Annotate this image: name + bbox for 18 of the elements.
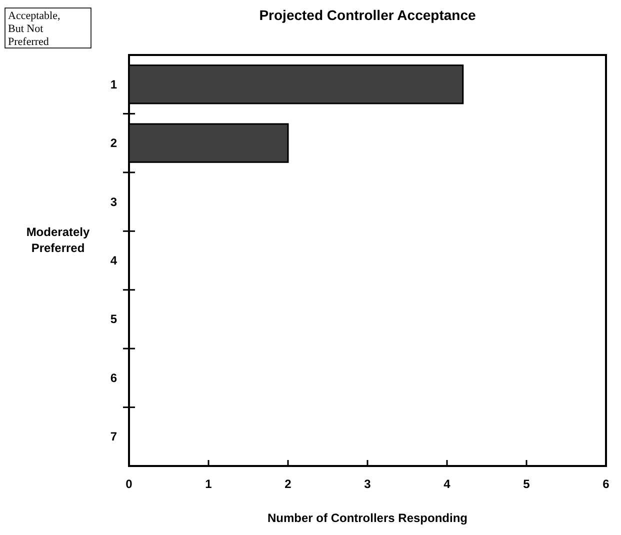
- y-tick-label: 2: [110, 136, 118, 150]
- y-tick-label: 1: [110, 77, 118, 92]
- y-tick-label: 5: [110, 312, 118, 326]
- y-tick-label: 6: [110, 370, 118, 385]
- text: Moderately Preferred: [26, 225, 90, 255]
- x-tick-label: 2: [284, 477, 292, 491]
- y-tick-label: 4: [110, 254, 118, 268]
- x-axis-title: Number of Controllers Responding: [267, 511, 468, 525]
- x-tick-label: 5: [523, 477, 530, 491]
- y-tick-label: 3: [110, 194, 118, 209]
- y-tick-label: 7: [110, 430, 118, 444]
- x-tick-label: 4: [444, 477, 451, 491]
- chart-title: Projected Controller Acceptance: [259, 7, 476, 23]
- x-tick-label: 6: [602, 477, 610, 491]
- x-tick-label: 0: [126, 477, 133, 491]
- text: Acceptable, But Not Preferred: [8, 10, 60, 48]
- x-tick-label: 3: [364, 477, 372, 491]
- x-tick-label: 1: [205, 477, 212, 491]
